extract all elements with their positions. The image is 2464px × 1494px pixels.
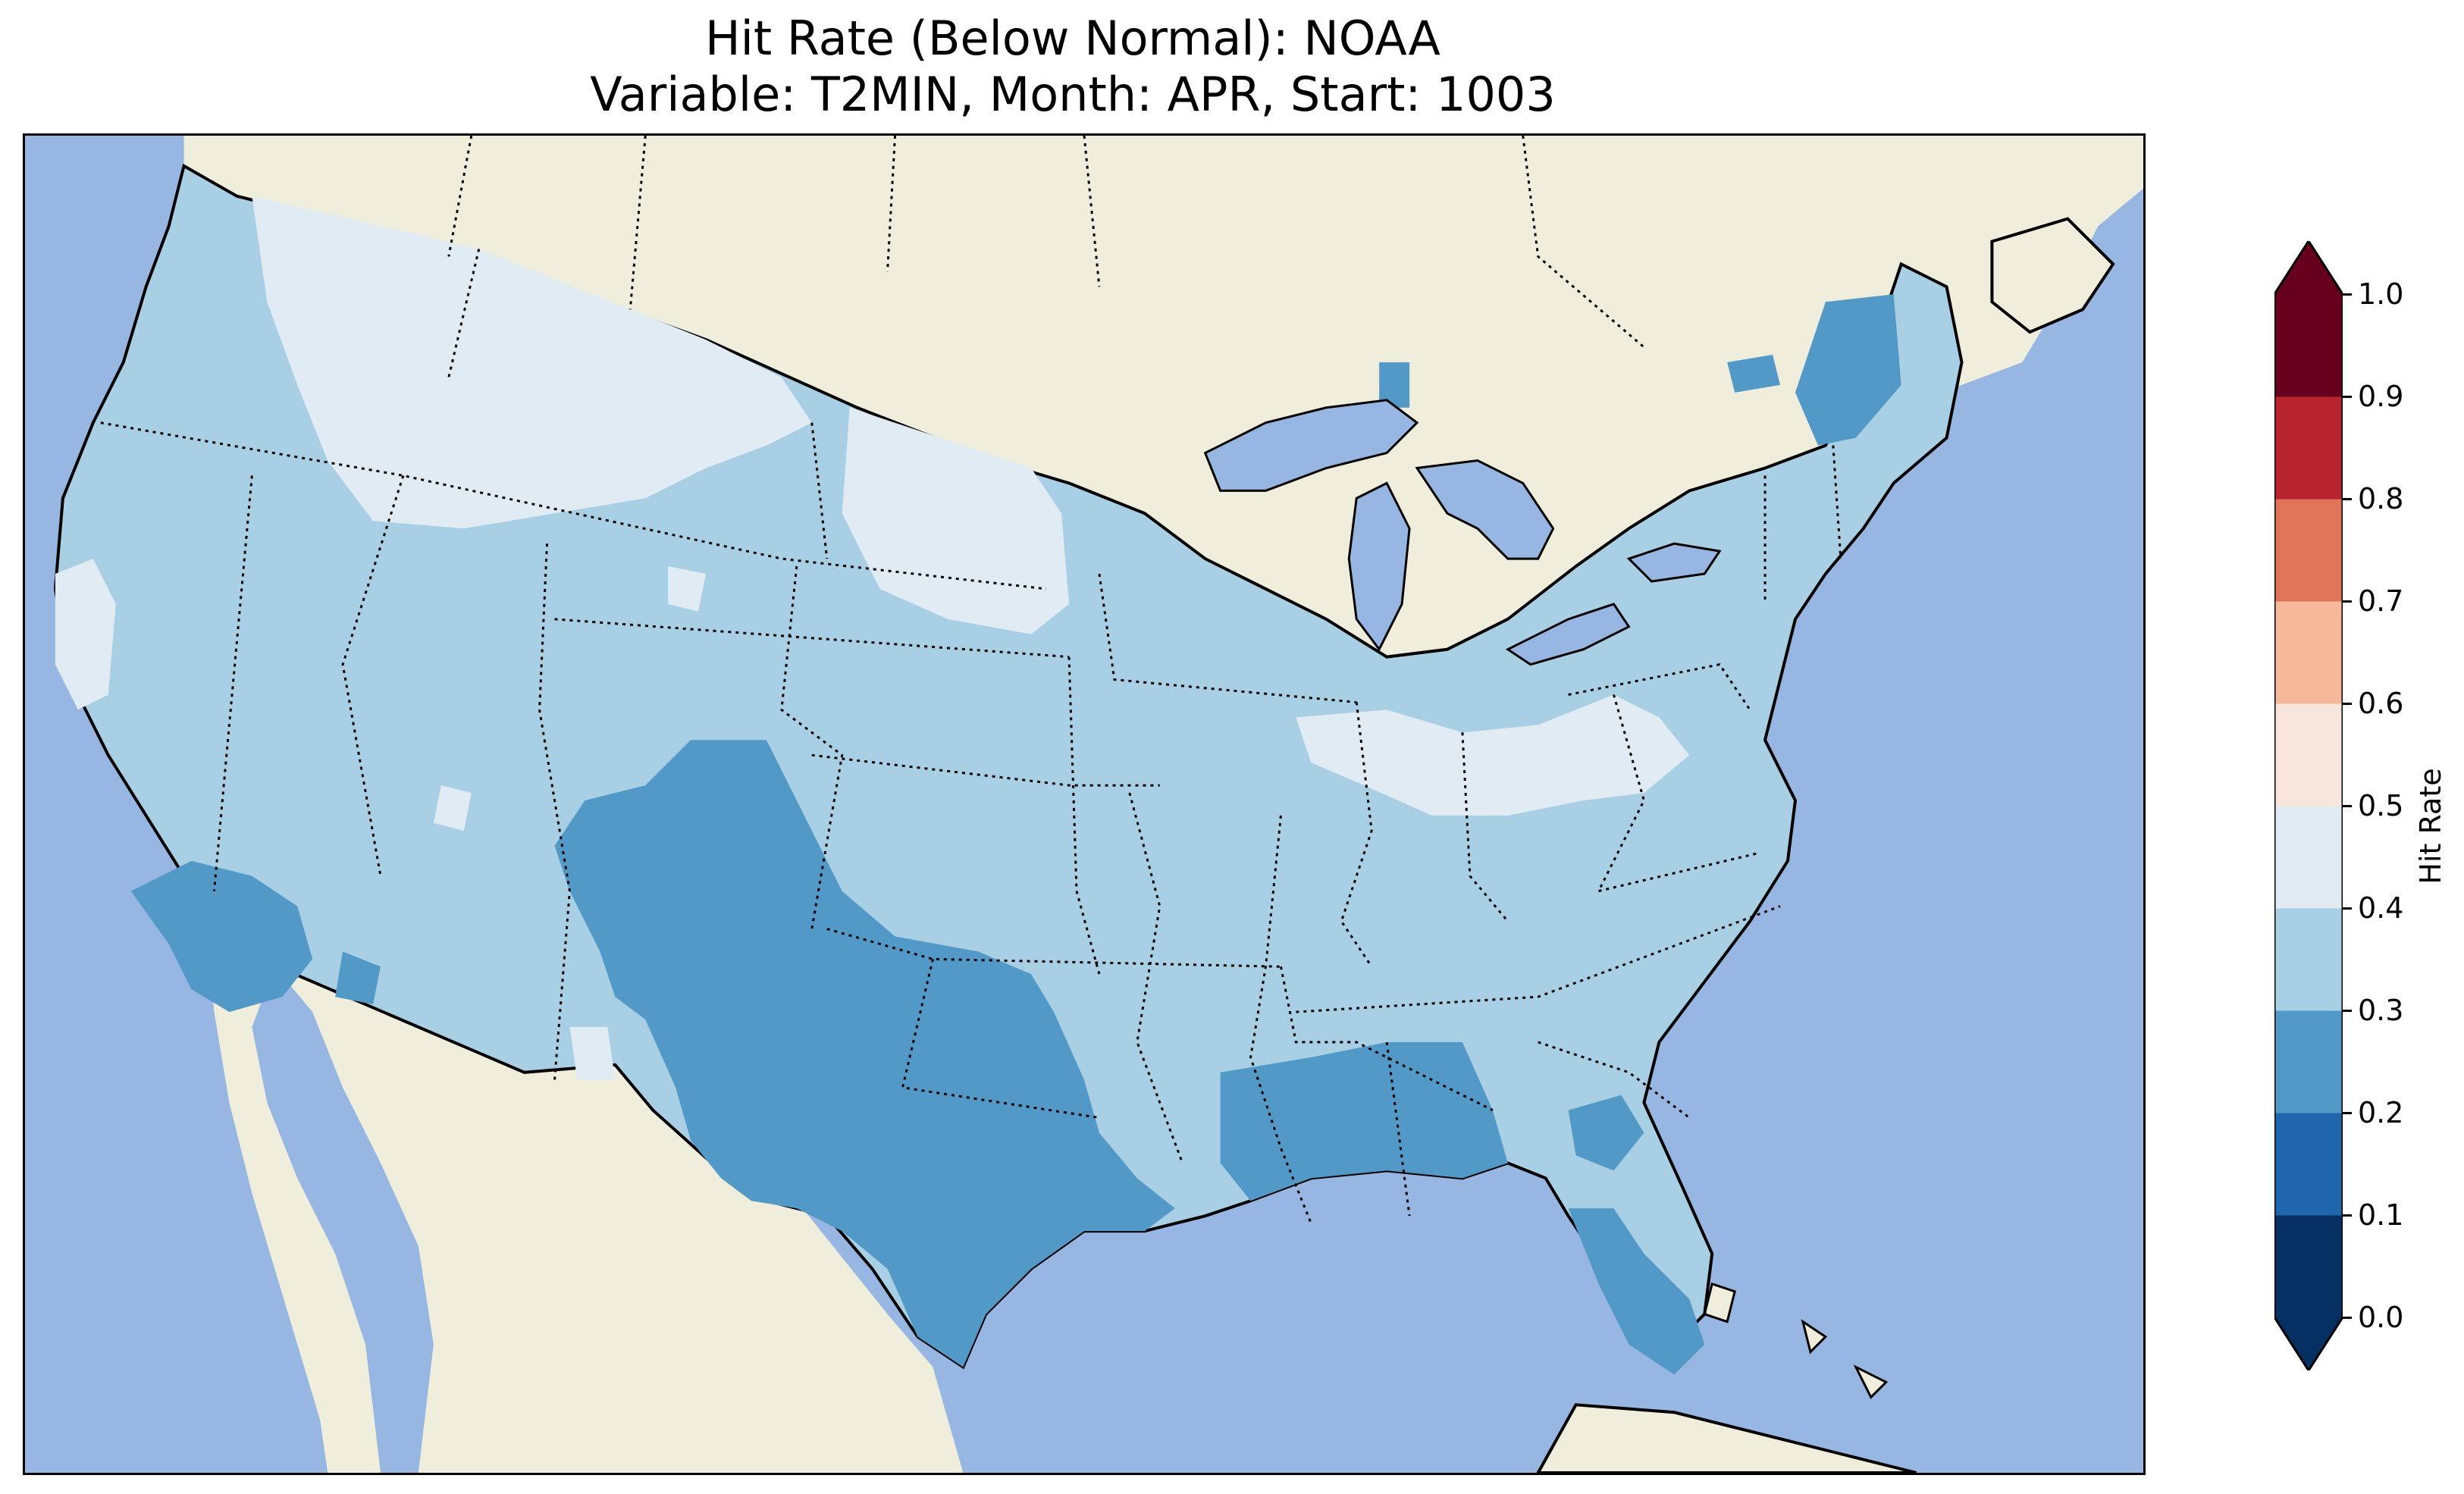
colorbar-tick-label: 0.1: [2358, 1198, 2404, 1232]
colorbar-tick-mark: [2343, 396, 2352, 398]
colorbar-tick-label: 0.8: [2358, 482, 2404, 515]
great-lakes: [1203, 399, 1722, 666]
gulf-of-california: [252, 966, 434, 1473]
colorbar-tick-mark: [2343, 1010, 2352, 1012]
colorbar-extend-low: [2274, 1317, 2343, 1370]
colorbar-tick-mark: [2343, 498, 2352, 500]
map-subtitle: Variable: T2MIN, Month: APR, Start: 1003: [590, 67, 1556, 122]
colorbar-tick-label: 0.2: [2358, 1096, 2404, 1129]
title-block: Hit Rate (Below Normal): NOAA Variable: …: [0, 11, 2146, 123]
colorbar-tick-mark: [2343, 1112, 2352, 1114]
colorbar-bin: [2274, 294, 2343, 397]
map-canvas: [25, 136, 2143, 1473]
colorbar-tick-mark: [2343, 703, 2352, 705]
colorbar-tick-label: 0.6: [2358, 687, 2404, 720]
colorbar-extend-high: [2274, 241, 2343, 294]
colorbar-bin: [2274, 703, 2343, 807]
canada-land: [183, 136, 2143, 657]
colorbar-bin: [2274, 499, 2343, 602]
province-boundaries: [447, 136, 1645, 349]
colorbar-bin: [2274, 1010, 2343, 1113]
map-panel: [23, 133, 2146, 1475]
map-title: Hit Rate (Below Normal): NOAA: [705, 11, 1440, 66]
colorbar-bin: [2274, 396, 2343, 500]
colorbar-tick-label: 1.0: [2358, 277, 2404, 311]
colorbar-tick-mark: [2343, 1317, 2352, 1319]
colorbar-bin: [2274, 601, 2343, 704]
colorbar-bin: [2274, 908, 2343, 1011]
colorbar: [2274, 241, 2343, 1370]
colorbar-bin: [2274, 1113, 2343, 1216]
colorbar-label: Hit Rate: [2414, 768, 2447, 885]
hit-rate-0.2-0.3-areas: [130, 294, 1901, 1375]
state-boundaries: [100, 249, 1842, 1224]
colorbar-tick-mark: [2343, 1214, 2352, 1217]
cuba-land: [1536, 1403, 1917, 1473]
colorbar-tick-label: 0.5: [2358, 789, 2404, 822]
colorbar-tick-label: 0.3: [2358, 994, 2404, 1027]
colorbar-tick-label: 0.9: [2358, 380, 2404, 413]
colorbar-bin: [2274, 1215, 2343, 1318]
colorbar-tick-mark: [2343, 907, 2352, 910]
colorbar-tick-mark: [2343, 805, 2352, 807]
colorbar-tick-label: 0.4: [2358, 891, 2404, 925]
colorbar-tick-mark: [2343, 600, 2352, 603]
colorbar-tick-label: 0.7: [2358, 584, 2404, 618]
colorbar-tick-mark: [2343, 293, 2352, 296]
maritimes-land: [1990, 217, 2115, 334]
colorbar-bin: [2274, 806, 2343, 909]
colorbar-tick-label: 0.0: [2358, 1301, 2404, 1334]
hit-rate-0.4-0.5-areas: [55, 196, 1690, 1080]
